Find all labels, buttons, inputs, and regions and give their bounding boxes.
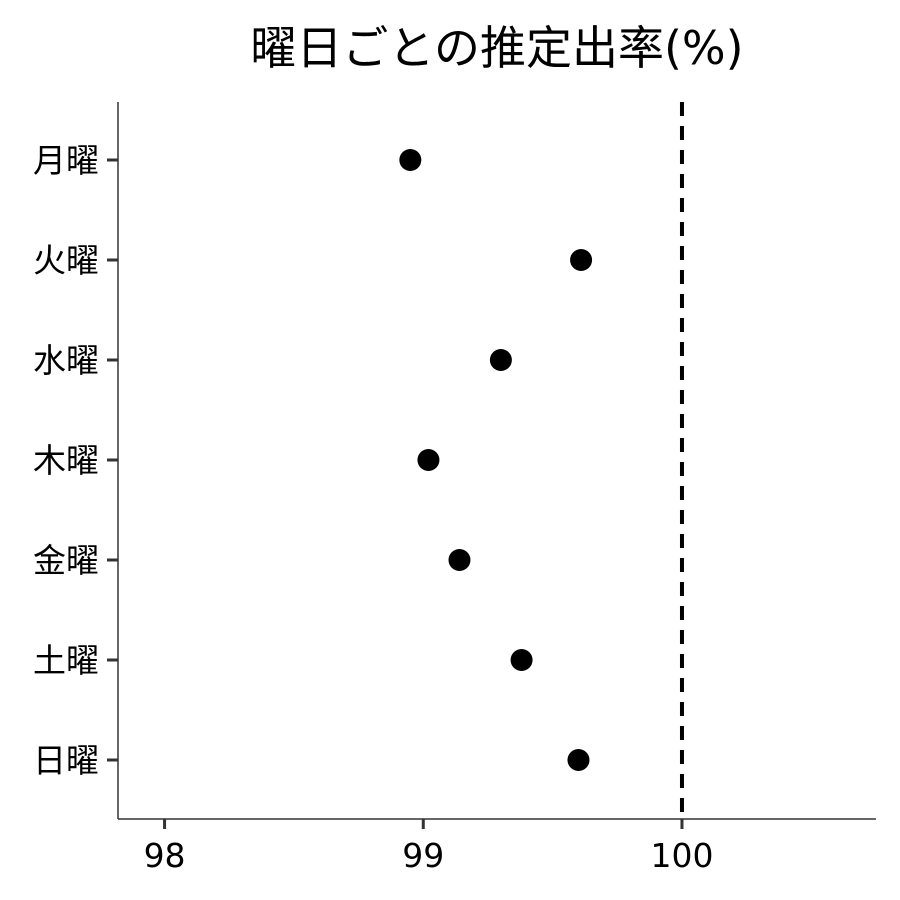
x-tick-label: 100 [650, 836, 713, 875]
data-point [417, 449, 440, 471]
chart-title: 曜日ごとの推定出率(%) [250, 21, 743, 75]
y-tick-label: 日曜 [33, 741, 99, 780]
data-point [570, 249, 593, 271]
y-tick-label: 金曜 [33, 541, 99, 580]
y-tick-label: 火曜 [33, 241, 99, 280]
data-point [448, 549, 471, 571]
y-tick-label: 水曜 [33, 341, 99, 380]
data-point [510, 649, 533, 671]
data-point [399, 149, 422, 171]
y-tick-label: 土曜 [33, 641, 99, 680]
data-point [489, 349, 512, 371]
x-tick-label: 98 [144, 836, 186, 875]
y-tick-label: 月曜 [33, 141, 99, 180]
x-tick-label: 99 [402, 836, 444, 875]
y-tick-label: 木曜 [33, 441, 99, 480]
data-point [567, 749, 590, 771]
